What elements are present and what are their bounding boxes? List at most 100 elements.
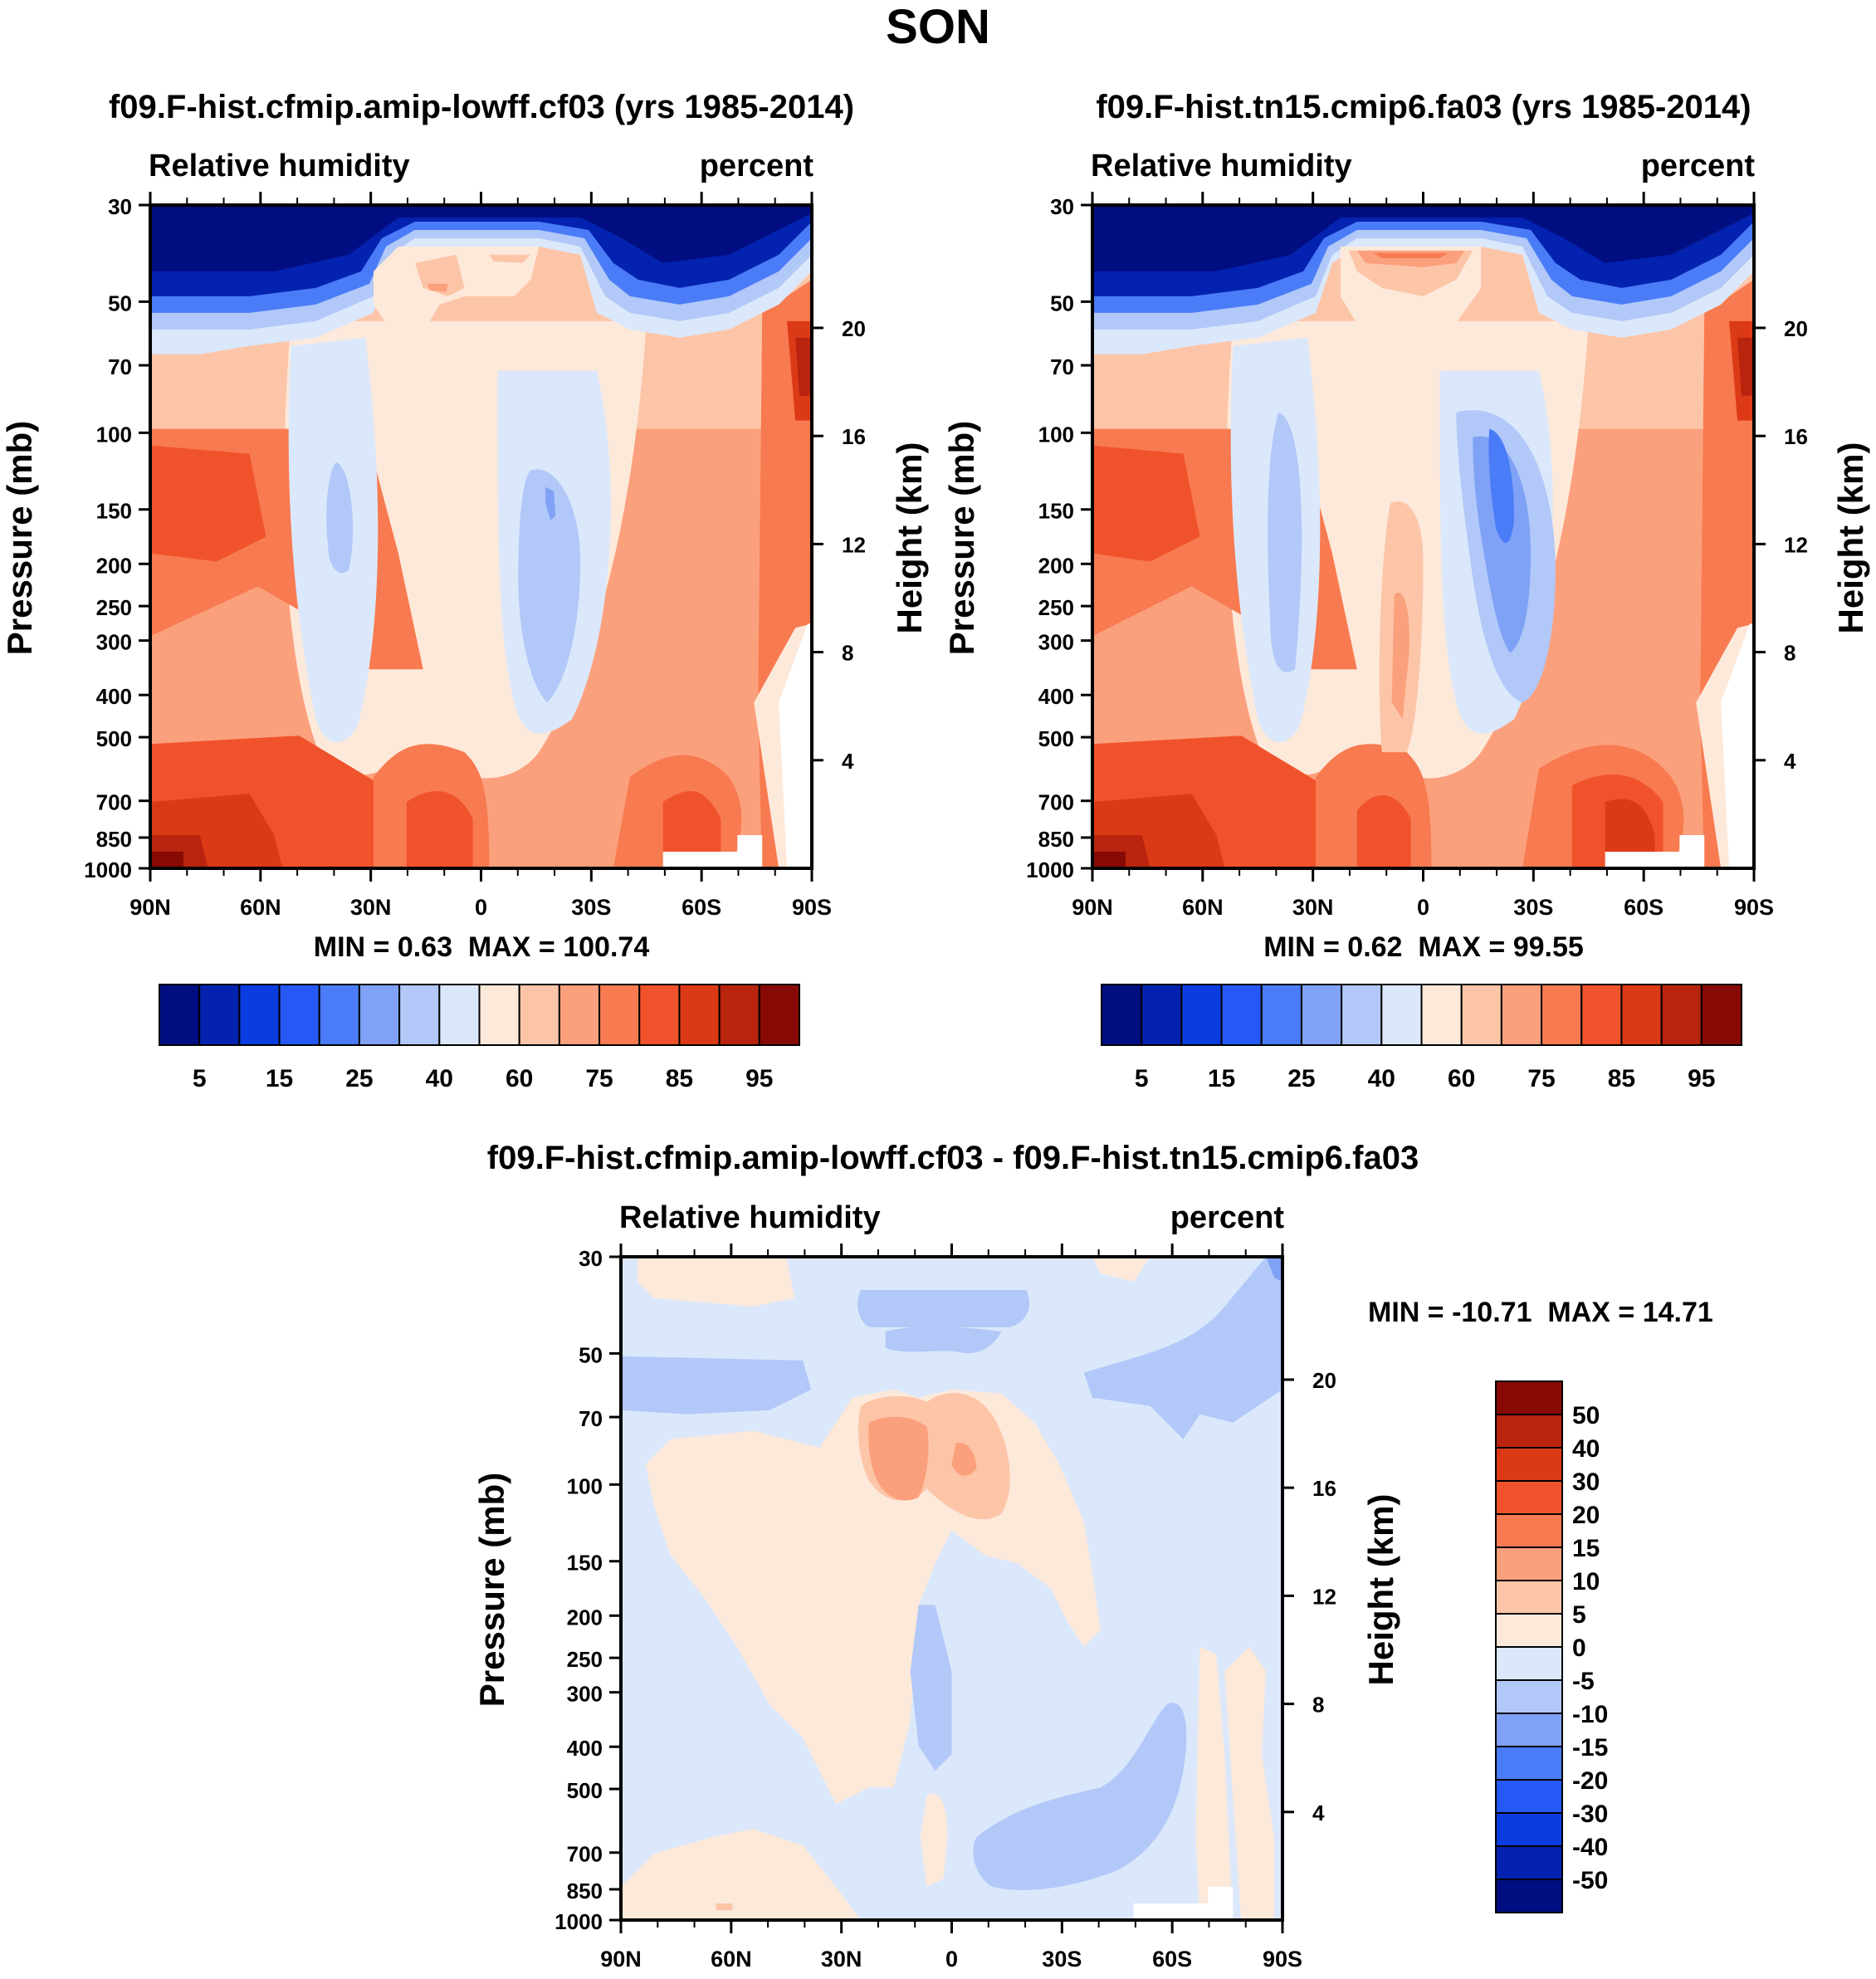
y-tick-label: 850 bbox=[96, 827, 132, 852]
y2-tick-label: 20 bbox=[1784, 316, 1808, 341]
contour-band bbox=[150, 852, 183, 868]
contour-band bbox=[1195, 1646, 1234, 1920]
panel-title: f09.F-hist.cfmip.amip-lowff.cf03 (yrs 19… bbox=[109, 89, 854, 125]
colorbar-swatch bbox=[1495, 1547, 1563, 1581]
colorbar-swatch bbox=[1495, 1513, 1563, 1548]
colorbar-swatch bbox=[1220, 984, 1263, 1046]
colorbar-label: 75 bbox=[1527, 1065, 1555, 1092]
variable-label: Relative humidity bbox=[149, 149, 410, 183]
x-tick-label: 60N bbox=[240, 895, 281, 920]
contour-band bbox=[1605, 835, 1705, 868]
y-tick-label: 30 bbox=[579, 1246, 603, 1271]
colorbar-swatch bbox=[1495, 1713, 1563, 1747]
max-value: 14.71 bbox=[1643, 1297, 1713, 1328]
contour-band bbox=[1473, 436, 1532, 653]
colorbar-label: 25 bbox=[345, 1065, 373, 1092]
y-tick-label: 300 bbox=[567, 1682, 603, 1707]
contour-band bbox=[1224, 1646, 1275, 1920]
y-tick-label: 1000 bbox=[1026, 858, 1074, 882]
colorbar-label: 30 bbox=[1572, 1468, 1600, 1496]
contour-band bbox=[150, 445, 266, 562]
y-tick-label: 50 bbox=[1050, 291, 1074, 315]
y-tick-label: 250 bbox=[96, 595, 132, 620]
minmax-readout: MIN = -10.71 MAX = 14.71 bbox=[1368, 1297, 1713, 1328]
colorbar-swatch bbox=[1495, 1380, 1563, 1415]
contour-band bbox=[373, 246, 540, 346]
x-tick-label: 60S bbox=[682, 895, 721, 920]
x-tick-label: 0 bbox=[1417, 895, 1429, 920]
contour-band bbox=[973, 1703, 1187, 1890]
colorbar-swatch bbox=[1260, 984, 1302, 1046]
contour-band bbox=[1083, 1257, 1282, 1439]
contour-band bbox=[1488, 428, 1515, 543]
contour-band bbox=[1737, 337, 1754, 396]
colorbar-swatch bbox=[1495, 1879, 1563, 1913]
colorbar-swatch bbox=[1300, 984, 1343, 1046]
colorbar-label: -20 bbox=[1572, 1767, 1608, 1795]
colorbar-label: 5 bbox=[193, 1065, 207, 1092]
contour-band bbox=[716, 1903, 733, 1911]
colorbar-swatch bbox=[558, 984, 601, 1046]
y2-tick-label: 4 bbox=[842, 749, 854, 774]
contour-band bbox=[857, 1289, 1030, 1327]
contour-band bbox=[1356, 794, 1411, 868]
colorbar-swatch bbox=[1495, 1679, 1563, 1714]
colorbar-swatch bbox=[358, 984, 401, 1046]
panel-title: f09.F-hist.cfmip.amip-lowff.cf03 - f09.F… bbox=[487, 1140, 1419, 1176]
x-tick-label: 30S bbox=[571, 895, 611, 920]
colorbar-swatch bbox=[1101, 984, 1143, 1046]
contour-band bbox=[920, 1793, 948, 1888]
colorbar-swatch bbox=[198, 984, 241, 1046]
colorbar-swatch bbox=[1495, 1779, 1563, 1814]
y-tick-label: 250 bbox=[567, 1647, 603, 1672]
x-tick-label: 30S bbox=[1042, 1947, 1082, 1972]
y-tick-label: 1000 bbox=[554, 1909, 603, 1934]
y-tick-label: 70 bbox=[1050, 354, 1074, 379]
y2-tick-label: 12 bbox=[1312, 1584, 1336, 1609]
x-tick-label: 90S bbox=[1734, 895, 1774, 920]
colorbar-swatch bbox=[1495, 1580, 1563, 1615]
y-tick-label: 100 bbox=[1038, 422, 1074, 447]
x-tick-label: 90S bbox=[792, 895, 832, 920]
x-tick-label: 30S bbox=[1513, 895, 1553, 920]
y2-tick-label: 12 bbox=[842, 532, 866, 557]
figure-title: SON bbox=[886, 0, 990, 54]
colorbar-label: 0 bbox=[1572, 1635, 1586, 1662]
x-axis: 90N 60N 30N 0 30S 60S 90S bbox=[1072, 192, 1774, 920]
x-tick-label: 60N bbox=[1182, 895, 1224, 920]
contour-band bbox=[489, 254, 531, 263]
panel-difference: f09.F-hist.cfmip.amip-lowff.cf03 - f09.F… bbox=[472, 1140, 1713, 1972]
contour-field bbox=[1092, 205, 1754, 868]
min-label: MIN = bbox=[1368, 1297, 1444, 1328]
y2-tick-label: 8 bbox=[842, 641, 853, 666]
contour-band bbox=[414, 254, 465, 296]
colorbar-swatch bbox=[159, 984, 201, 1046]
panel-model-a: f09.F-hist.cfmip.amip-lowff.cf03 (yrs 19… bbox=[0, 89, 929, 1092]
x-tick-label: 90N bbox=[1072, 895, 1113, 920]
colorbar-swatch bbox=[1420, 984, 1463, 1046]
y-tick-label: 100 bbox=[96, 422, 132, 447]
y2-axis-label: Height (km) bbox=[1361, 1494, 1400, 1686]
colorbar-swatch bbox=[758, 984, 800, 1046]
colorbar-swatch bbox=[1495, 1480, 1563, 1515]
y-tick-label: 200 bbox=[96, 553, 132, 578]
y2-tick-label: 16 bbox=[1784, 424, 1808, 449]
contour-band bbox=[1266, 1257, 1282, 1282]
x-tick-label: 0 bbox=[945, 1947, 958, 1972]
y-tick-label: 850 bbox=[567, 1879, 603, 1903]
colorbar-label: 95 bbox=[745, 1065, 773, 1092]
x-tick-label: 30N bbox=[821, 1947, 862, 1972]
y2-axis: 20 16 12 8 4 bbox=[1754, 316, 1808, 774]
colorbar-swatch bbox=[598, 984, 641, 1046]
y-tick-label: 250 bbox=[1038, 595, 1074, 620]
colorbar-label: -10 bbox=[1572, 1701, 1608, 1728]
y-axis: 30 50 70 100 150 200 250 300 400 500 700 850 1000 bbox=[1026, 194, 1092, 882]
colorbar-swatch bbox=[1180, 984, 1223, 1046]
y2-axis-label: Height (km) bbox=[890, 442, 929, 634]
panel-model-b: f09.F-hist.tn15.cmip6.fa03 (yrs 1985-201… bbox=[942, 89, 1870, 1092]
min-label: MIN = bbox=[314, 931, 390, 963]
colorbar-swatch bbox=[1380, 984, 1423, 1046]
y-tick-label: 500 bbox=[96, 726, 132, 751]
colorbar-label: 40 bbox=[426, 1065, 453, 1092]
y-axis-label: Pressure (mb) bbox=[0, 421, 39, 655]
